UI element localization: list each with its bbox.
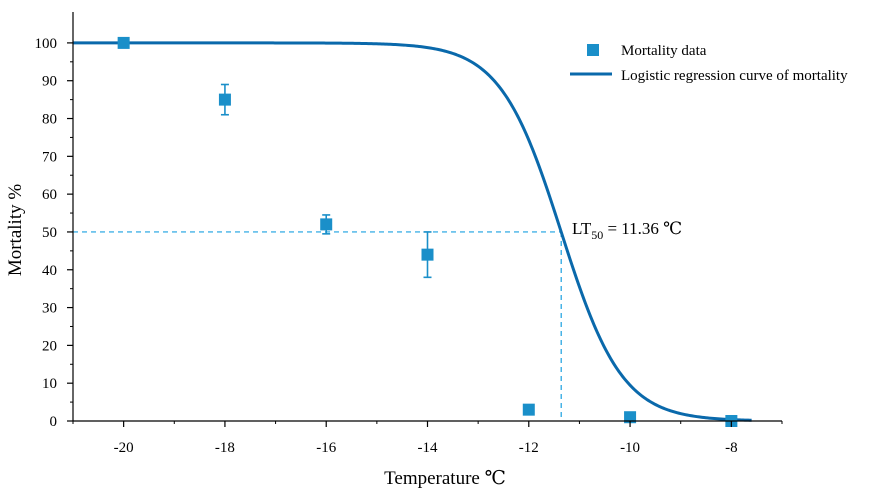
- data-point: [117, 36, 130, 49]
- x-axis-ticks: -20 -18 -16 -14 -12 -10 -8: [72, 421, 783, 456]
- y-tick-label: 30: [42, 301, 57, 317]
- y-tick-label: 40: [42, 263, 57, 279]
- x-axis-title: Temperature ℃: [384, 468, 506, 489]
- y-axis-ticks: 0 10 20 30 40 50 60 70 80 90 100: [35, 36, 73, 430]
- legend: Mortality data Logistic regression curve…: [570, 43, 848, 84]
- data-point-marker: [421, 248, 434, 261]
- data-point-marker: [117, 36, 130, 49]
- x-tick-label: -16: [316, 440, 336, 456]
- data-point: [320, 214, 333, 235]
- y-tick-label: 60: [42, 187, 57, 203]
- data-point-marker: [320, 218, 333, 231]
- legend-label-logistic-curve: Logistic regression curve of mortality: [621, 68, 848, 84]
- data-point: [421, 231, 434, 279]
- data-point-marker: [624, 411, 637, 424]
- y-tick-label: 100: [35, 36, 58, 52]
- data-point: [624, 411, 637, 424]
- data-point: [522, 403, 535, 416]
- lt50-reference-lines: [73, 231, 562, 421]
- lt50-annotation-main: LT: [572, 219, 592, 238]
- y-tick-label: 0: [50, 414, 58, 430]
- x-tick-label: -10: [620, 440, 640, 456]
- y-tick-label: 10: [42, 376, 57, 392]
- legend-marker-mortality-data: [587, 44, 599, 56]
- logistic-regression-curve: [73, 41, 752, 422]
- y-axis-title: Mortality %: [5, 184, 26, 277]
- x-tick-label: -18: [215, 440, 235, 456]
- lt50-annotation: LT50 = 11.36 ℃: [572, 219, 682, 242]
- y-tick-label: 50: [42, 225, 57, 241]
- plot-area: [73, 36, 752, 427]
- y-tick-label: 20: [42, 338, 57, 354]
- y-tick-label: 90: [42, 74, 57, 90]
- y-tick-label: 80: [42, 112, 57, 128]
- legend-label-mortality-data: Mortality data: [621, 43, 707, 59]
- x-tick-label: -20: [114, 440, 134, 456]
- x-tick-label: -12: [519, 440, 539, 456]
- x-tick-label: -14: [418, 440, 438, 456]
- mortality-data-points: [117, 36, 738, 427]
- x-tick-label: -8: [725, 440, 738, 456]
- lt50-annotation-value: = 11.36 ℃: [603, 219, 682, 238]
- axes: -20 -18 -16 -14 -12 -10 -8 0 10 20 30 40 50 60 70 80 90…: [35, 12, 783, 456]
- y-tick-label: 70: [42, 149, 57, 165]
- data-point: [218, 83, 231, 116]
- data-point-marker: [218, 93, 231, 106]
- lt50-annotation-subscript: 50: [591, 228, 603, 242]
- data-point-marker: [522, 403, 535, 416]
